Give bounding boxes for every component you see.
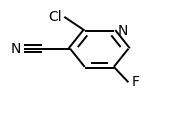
Text: N: N — [11, 42, 21, 56]
Text: Cl: Cl — [49, 10, 62, 24]
Text: F: F — [131, 75, 139, 89]
Text: N: N — [118, 23, 128, 38]
